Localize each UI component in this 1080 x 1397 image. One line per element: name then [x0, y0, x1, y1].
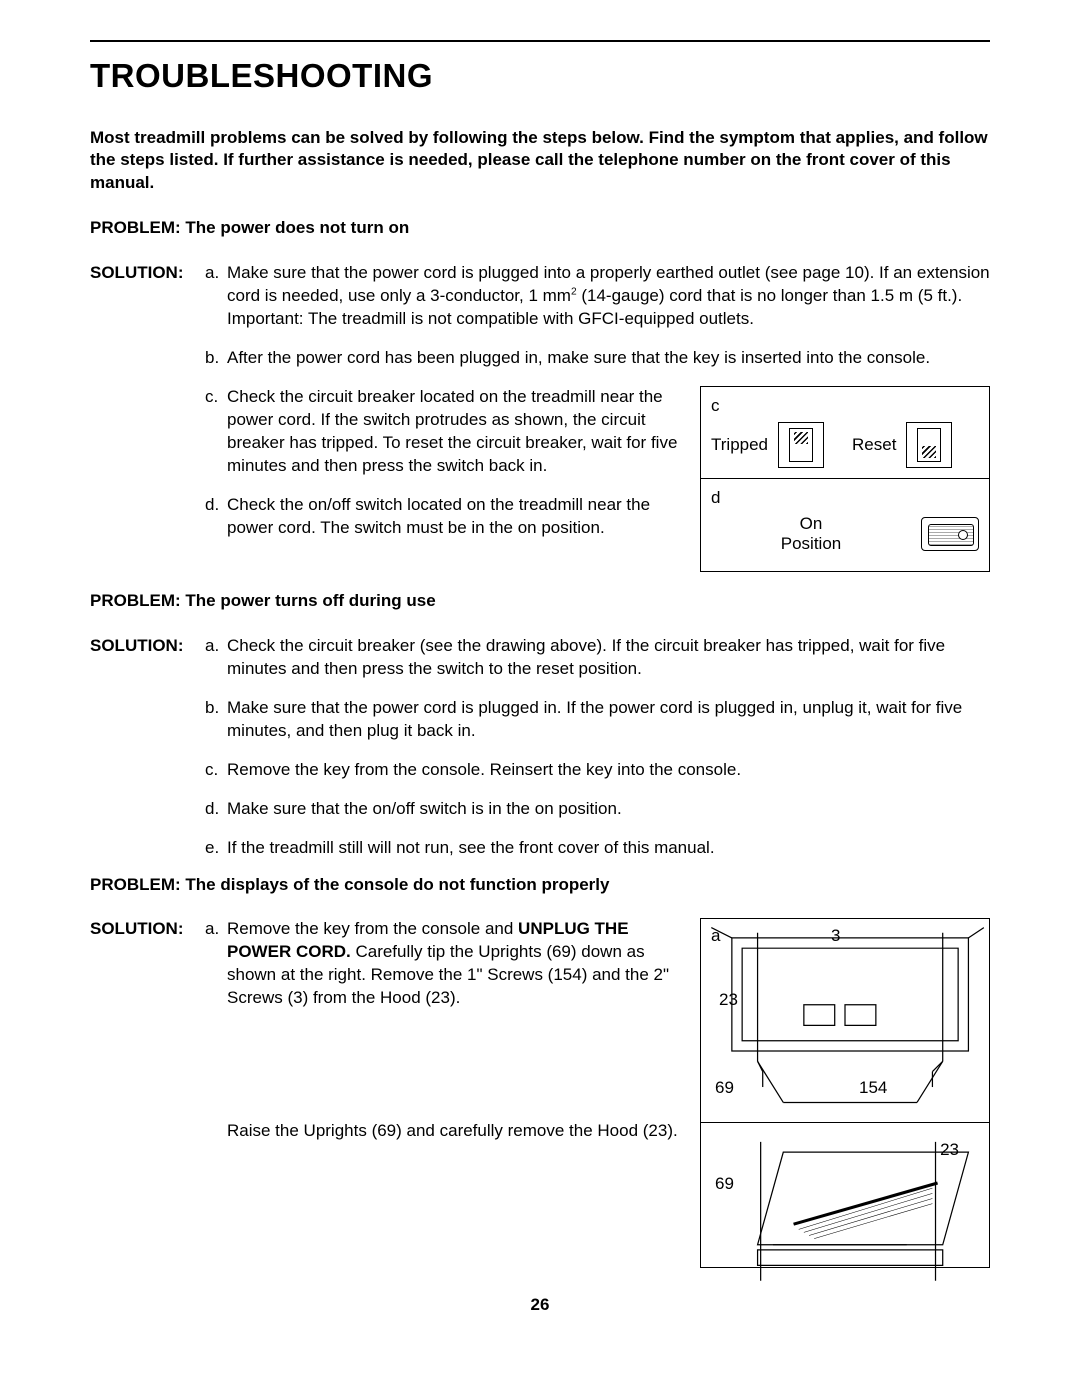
problem-prefix: PROBLEM:: [90, 218, 181, 237]
sol-1cd-left: c. Check the circuit breaker located on …: [205, 386, 686, 540]
sol-1cd-row: c. Check the circuit breaker located on …: [205, 386, 990, 572]
callout-154: 154: [859, 1077, 887, 1100]
solution-3-block: SOLUTION: a. Remove the key from the con…: [90, 918, 990, 1268]
sol-2c-letter: c.: [205, 759, 227, 782]
diagram-hood-removal: a 3 23 69 154: [700, 918, 990, 1268]
solution-1-content: a. Make sure that the power cord is plug…: [205, 262, 990, 572]
problem-2-header: PROBLEM: The power turns off during use: [90, 590, 990, 613]
callout-69b: 69: [715, 1173, 734, 1196]
on-line2: Position: [781, 534, 841, 553]
diagram-d-letter: d: [711, 487, 979, 510]
callout-23b: 23: [940, 1139, 959, 1162]
switch-tripped-icon: [778, 422, 824, 468]
hood-top-svg: [701, 919, 989, 1121]
sol-3a: a. Remove the key from the console and U…: [205, 918, 686, 1010]
sol-3a-para2: Raise the Uprights (69) and carefully re…: [227, 1120, 686, 1143]
problem-prefix: PROBLEM:: [90, 591, 181, 610]
sol-1c-text: Check the circuit breaker located on the…: [227, 386, 686, 478]
problem-3-header: PROBLEM: The displays of the console do …: [90, 874, 990, 897]
toggle-switch-icon: [921, 517, 979, 551]
page-title: TROUBLESHOOTING: [90, 54, 990, 99]
reset-label: Reset: [852, 435, 896, 455]
diagram-circuit-breaker: c Tripped Reset d On Position: [700, 386, 990, 572]
callout-69a: 69: [715, 1077, 734, 1100]
sol-1a-text: Make sure that the power cord is plugged…: [227, 262, 990, 331]
sol-3a-letter: a.: [205, 918, 227, 1010]
sol-1d: d. Check the on/off switch located on th…: [205, 494, 686, 540]
sol-1b: b. After the power cord has been plugged…: [205, 347, 990, 370]
callout-23a: 23: [719, 989, 738, 1012]
sol-2e-letter: e.: [205, 837, 227, 860]
sol-2a-text: Check the circuit breaker (see the drawi…: [227, 635, 990, 681]
sol-3-left: a. Remove the key from the console and U…: [205, 918, 686, 1143]
sol-2d-letter: d.: [205, 798, 227, 821]
hood-diagram-bottom: 23 69: [701, 1123, 989, 1295]
problem-1-header: PROBLEM: The power does not turn on: [90, 217, 990, 240]
sol-1c: c. Check the circuit breaker located on …: [205, 386, 686, 478]
sol-2b-text: Make sure that the power cord is plugged…: [227, 697, 990, 743]
sol-3-row: a. Remove the key from the console and U…: [205, 918, 990, 1268]
solution-label: SOLUTION:: [90, 918, 205, 1268]
top-rule: [90, 40, 990, 42]
sol-2e-text: If the treadmill still will not run, see…: [227, 837, 990, 860]
problem-prefix: PROBLEM:: [90, 875, 181, 894]
sol-2b: b. Make sure that the power cord is plug…: [205, 697, 990, 743]
sol-2b-letter: b.: [205, 697, 227, 743]
on-position-label: On Position: [711, 514, 911, 555]
callout-a: a: [711, 925, 720, 948]
problem-1-label: The power does not turn on: [181, 218, 410, 237]
solution-1-block: SOLUTION: a. Make sure that the power co…: [90, 262, 990, 572]
sol-2d-text: Make sure that the on/off switch is in t…: [227, 798, 990, 821]
sol-1d-text: Check the on/off switch located on the t…: [227, 494, 686, 540]
sol-1c-letter: c.: [205, 386, 227, 478]
problem-2-label: The power turns off during use: [181, 591, 436, 610]
sol-1b-letter: b.: [205, 347, 227, 370]
on-line1: On: [800, 514, 823, 533]
diagram-c-row: Tripped Reset: [711, 422, 979, 468]
diagram-cell-c: c Tripped Reset: [701, 387, 989, 479]
tripped-label: Tripped: [711, 435, 768, 455]
problem-3-label: The displays of the console do not funct…: [181, 875, 610, 894]
solution-label: SOLUTION:: [90, 262, 205, 572]
switch-reset-icon: [906, 422, 952, 468]
callout-3: 3: [831, 925, 840, 948]
sol-3a-text: Remove the key from the console and UNPL…: [227, 918, 686, 1010]
solution-2-content: a. Check the circuit breaker (see the dr…: [205, 635, 990, 860]
intro-paragraph: Most treadmill problems can be solved by…: [90, 127, 990, 196]
solution-label: SOLUTION:: [90, 635, 205, 860]
diagram-cell-d: d On Position: [701, 479, 989, 571]
sol-1d-letter: d.: [205, 494, 227, 540]
sol-2c: c. Remove the key from the console. Rein…: [205, 759, 990, 782]
sol-3a-t1: Remove the key from the console and: [227, 919, 518, 938]
sol-3a-para2-wrap: Raise the Uprights (69) and carefully re…: [205, 1120, 686, 1143]
hood-diagram-top: a 3 23 69 154: [701, 919, 989, 1122]
page-number: 26: [90, 1294, 990, 1317]
sol-2d: d. Make sure that the on/off switch is i…: [205, 798, 990, 821]
sol-2e: e. If the treadmill still will not run, …: [205, 837, 990, 860]
sol-2a-letter: a.: [205, 635, 227, 681]
solution-2-block: SOLUTION: a. Check the circuit breaker (…: [90, 635, 990, 860]
sol-1a-letter: a.: [205, 262, 227, 331]
sol-2c-text: Remove the key from the console. Reinser…: [227, 759, 990, 782]
sol-3a-empty-letter: [205, 1120, 227, 1143]
sol-1a: a. Make sure that the power cord is plug…: [205, 262, 990, 331]
diagram-c-letter: c: [711, 395, 979, 418]
solution-3-content: a. Remove the key from the console and U…: [205, 918, 990, 1268]
diagram-d-row: On Position: [711, 514, 979, 555]
sol-1b-text: After the power cord has been plugged in…: [227, 347, 990, 370]
sol-2a: a. Check the circuit breaker (see the dr…: [205, 635, 990, 681]
